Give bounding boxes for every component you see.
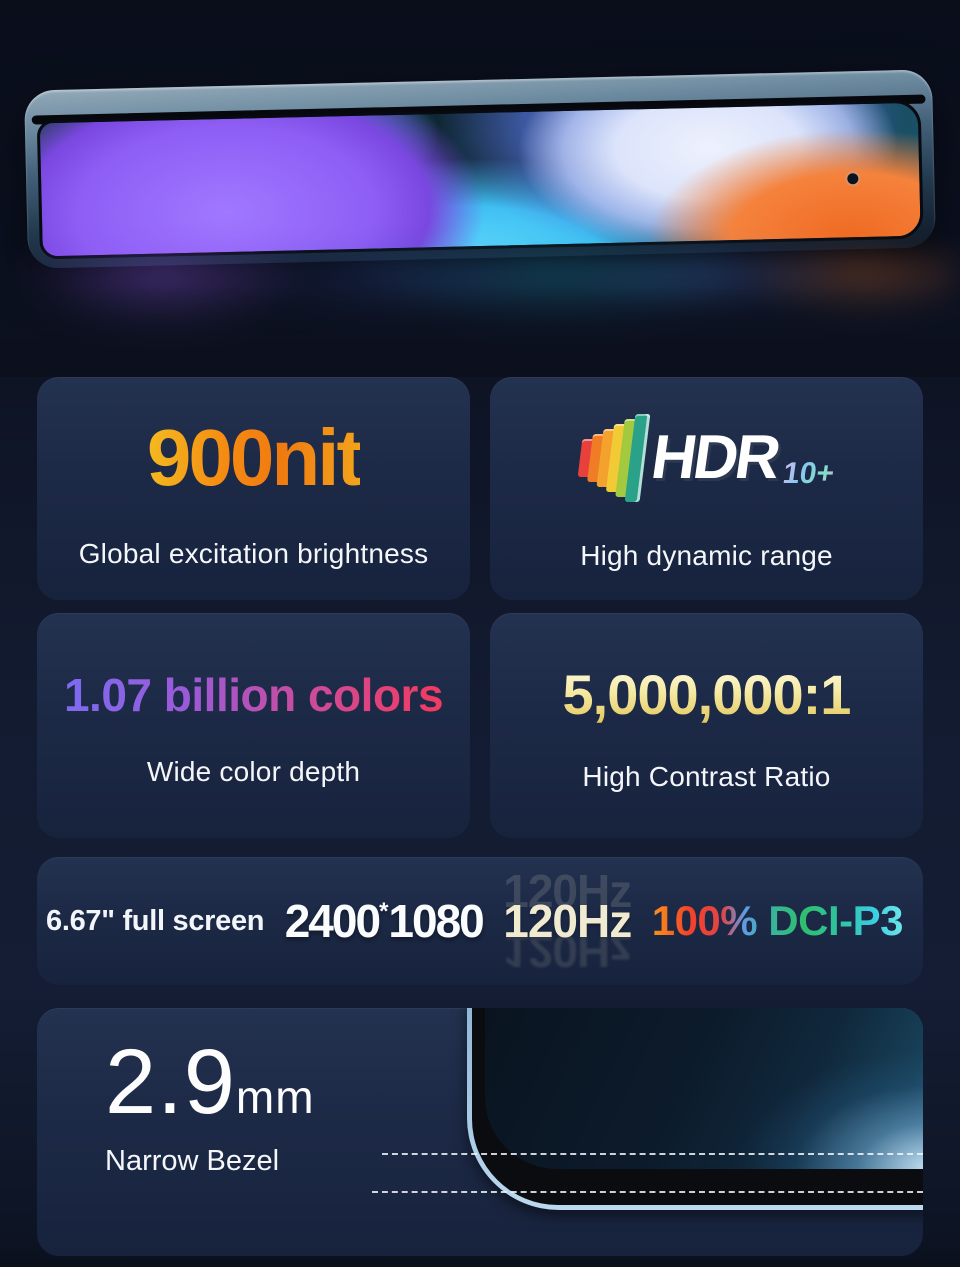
phone-corner-bezel [472, 1008, 923, 1205]
bezel-measure-line-top [382, 1153, 923, 1155]
spec-row-1: 900nit Global excitation brightness HDR … [37, 377, 923, 600]
card-color-depth: 1.07 billion colors Wide color depth [37, 613, 470, 838]
spec-row-2: 1.07 billion colors Wide color depth 5,0… [37, 613, 923, 838]
resolution-height: 1080 [388, 895, 484, 947]
refresh-rate-text: 120Hz [503, 895, 632, 947]
hdr10plus-logo: HDR 10+ [577, 410, 837, 506]
color-gamut-text: 100% DCI-P3 [651, 897, 904, 944]
punch-hole-camera-icon [846, 173, 859, 185]
phone-reflection-glow [0, 254, 960, 374]
screen-size-text: 6.67" full screen [46, 904, 265, 937]
spec-cards: 900nit Global excitation brightness HDR … [0, 377, 960, 1256]
bezel-unit: mm [235, 1071, 315, 1123]
brightness-label: Global excitation brightness [78, 537, 429, 569]
phone-render [24, 69, 936, 269]
bezel-value: 2.9mm [105, 1030, 315, 1135]
color-depth-label: Wide color depth [146, 755, 361, 787]
card-display-specs: 6.67" full screen 2400*1080 120Hz 120Hz … [37, 857, 923, 985]
refresh-rate: 120Hz 120Hz 120Hz [503, 865, 632, 977]
hdr-logo-bars-icon [577, 413, 651, 502]
color-depth-value: 1.07 billion colors [63, 668, 444, 721]
card-contrast: 5,000,000:1 High Contrast Ratio [490, 613, 923, 838]
hdr-label: High dynamic range [580, 539, 833, 571]
phone-corner-closeup [372, 1008, 923, 1256]
phone-corner-screen [485, 1008, 923, 1169]
bezel-text-block: 2.9mm Narrow Bezel [105, 1030, 315, 1178]
hdr-logo-suffix: 10+ [779, 457, 837, 506]
hdr-logo-text: HDR [647, 423, 783, 492]
phone-hero-image [0, 0, 960, 377]
card-hdr: HDR 10+ High dynamic range [490, 377, 923, 600]
refresh-rate-ghost-top: 120Hz [503, 865, 632, 917]
resolution-text: 2400*1080 [284, 894, 485, 948]
bezel-number: 2.9 [105, 1031, 236, 1133]
phone-screen-wallpaper [36, 99, 924, 260]
brightness-value: 900nit [146, 412, 363, 502]
contrast-value: 5,000,000:1 [562, 663, 852, 726]
resolution-separator: * [379, 898, 389, 925]
card-brightness: 900nit Global excitation brightness [37, 377, 470, 600]
contrast-label: High Contrast Ratio [582, 761, 831, 792]
bezel-measure-line-bottom [372, 1191, 923, 1193]
resolution-width: 2400 [284, 895, 381, 947]
bezel-label: Narrow Bezel [105, 1145, 280, 1177]
phone-corner-frame [467, 1008, 923, 1210]
card-bezel: 2.9mm Narrow Bezel [37, 1008, 923, 1256]
refresh-rate-ghost-bottom: 120Hz [503, 925, 632, 977]
